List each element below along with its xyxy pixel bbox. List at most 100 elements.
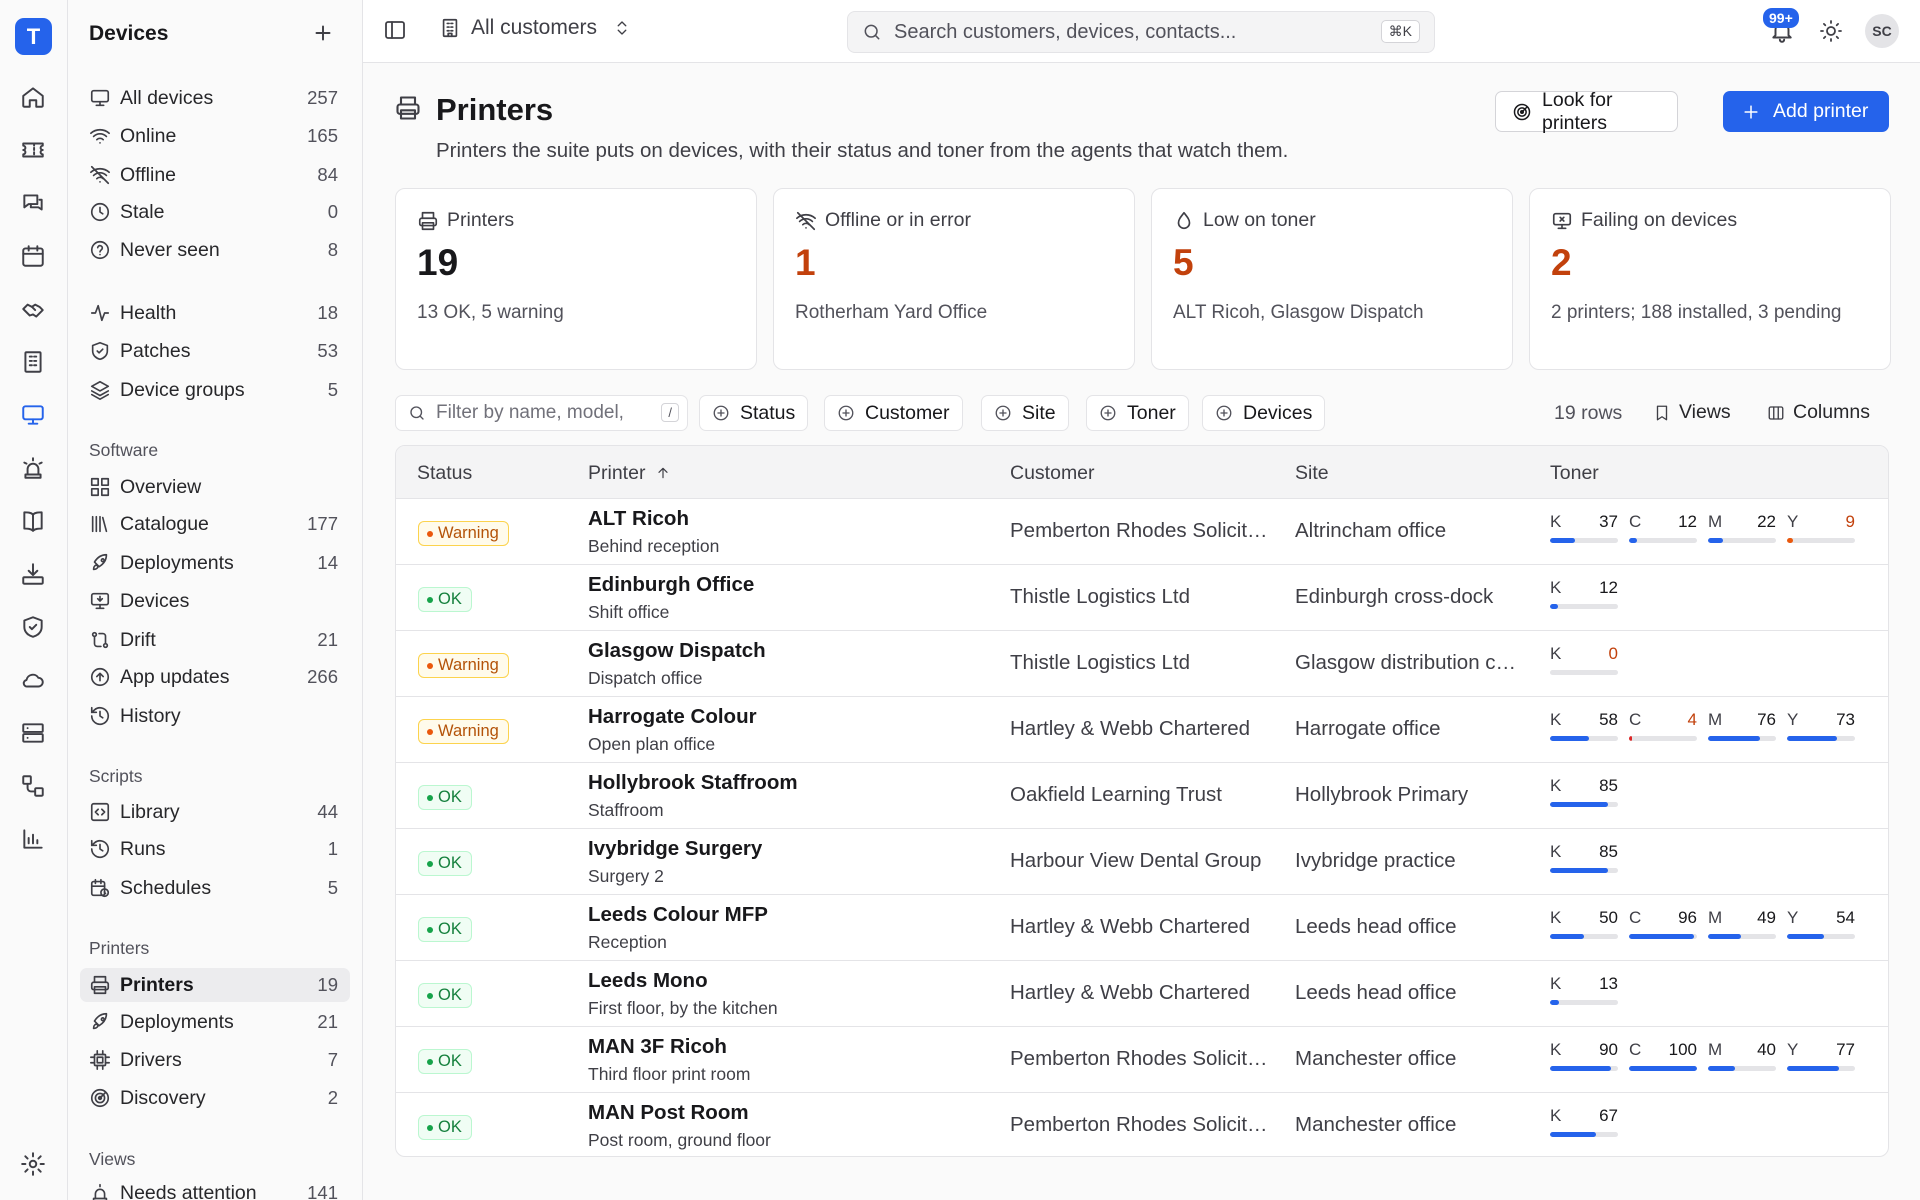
- printer-name[interactable]: Harrogate Colour: [588, 705, 757, 728]
- sidebar-item-drivers[interactable]: Drivers 7: [80, 1043, 350, 1077]
- printer-name[interactable]: Ivybridge Surgery: [588, 837, 763, 860]
- table-row[interactable]: Warning ALT Ricoh Behind reception Pemberto…: [396, 499, 1888, 565]
- look-for-printers-button[interactable]: Look for printers: [1495, 89, 1678, 134]
- sidebar-item-catalogue[interactable]: Catalogue 177: [80, 507, 350, 541]
- alarm-icon[interactable]: [19, 454, 47, 482]
- toner-level-k: K 50: [1550, 908, 1620, 948]
- sidebar-item-history[interactable]: History: [80, 699, 350, 733]
- printer-name[interactable]: Leeds Mono: [588, 969, 708, 992]
- filter-chip-toner[interactable]: Toner: [1086, 395, 1189, 431]
- stat-card-low-on-toner[interactable]: Low on toner 5 ALT Ricoh, Glasgow Dispatch: [1151, 188, 1513, 370]
- sidebar-item-never-seen[interactable]: Never seen 8: [80, 233, 350, 267]
- plus-circle-icon: [1215, 404, 1233, 422]
- sidebar-item-health[interactable]: Health 18: [80, 296, 350, 330]
- workflow-icon[interactable]: [19, 772, 47, 800]
- add-printer-button[interactable]: Add printer: [1723, 91, 1889, 132]
- shield-icon[interactable]: [19, 613, 47, 641]
- add-printer-label: Add printer: [1773, 100, 1869, 122]
- filter-chip-customer[interactable]: Customer: [824, 395, 963, 431]
- toner-channel: M: [1708, 908, 1723, 927]
- sidebar-item-library[interactable]: Library 44: [80, 795, 350, 829]
- sidebar-item-device-groups[interactable]: Device groups 5: [80, 373, 350, 407]
- sidebar-item-drift[interactable]: Drift 21: [80, 623, 350, 657]
- table-row[interactable]: OK Ivybridge Surgery Surgery 2 Harbour View…: [396, 829, 1888, 895]
- building-icon[interactable]: [19, 348, 47, 376]
- global-search-input[interactable]: Search customers, devices, contacts... ⌘…: [847, 11, 1435, 53]
- table-row[interactable]: OK MAN 3F Ricoh Third floor print room Pemb…: [396, 1027, 1888, 1093]
- printer-name[interactable]: Edinburgh Office: [588, 573, 755, 596]
- printer-name[interactable]: MAN Post Room: [588, 1101, 749, 1124]
- sidebar-item-deployments[interactable]: Deployments 21: [80, 1005, 350, 1039]
- filter-chip-devices[interactable]: Devices: [1202, 395, 1326, 431]
- stat-card-offline-or-in-error[interactable]: Offline or in error 1 Rotherham Yard Offic…: [773, 188, 1135, 370]
- chat-icon[interactable]: [19, 189, 47, 217]
- customer-name: Oakfield Learning Trust: [1010, 783, 1222, 806]
- calendar-icon[interactable]: [19, 242, 47, 270]
- table-row[interactable]: OK Leeds Mono First floor, by the kitchen H…: [396, 961, 1888, 1027]
- sidebar-item-label: Devices: [120, 589, 190, 612]
- sidebar-item-deployments[interactable]: Deployments 14: [80, 546, 350, 580]
- printer-icon: [394, 94, 422, 122]
- table-row[interactable]: Warning Harrogate Colour Open plan office H…: [396, 697, 1888, 763]
- bar-chart-icon[interactable]: [19, 825, 47, 853]
- cloud-icon[interactable]: [19, 666, 47, 694]
- table-row[interactable]: OK Leeds Colour MFP Reception Hartley & Web…: [396, 895, 1888, 961]
- column-header-printer[interactable]: Printer: [588, 462, 671, 485]
- filter-chip-label: Status: [740, 401, 796, 424]
- sidebar-item-all-devices[interactable]: All devices 257: [80, 81, 350, 115]
- toner-bar-fill: [1550, 1066, 1612, 1071]
- monitor-icon[interactable]: [19, 401, 47, 429]
- stat-card-failing-on-devices[interactable]: Failing on devices 2 2 printers; 188 insta…: [1529, 188, 1891, 370]
- sidebar-item-stale[interactable]: Stale 0: [80, 195, 350, 229]
- sidebar-item-patches[interactable]: Patches 53: [80, 334, 350, 368]
- printer-name[interactable]: Hollybrook Staffroom: [588, 771, 798, 794]
- settings-icon[interactable]: [19, 1150, 47, 1178]
- printer-icon: [417, 210, 439, 232]
- table-row[interactable]: OK Hollybrook Staffroom Staffroom Oakfield …: [396, 763, 1888, 829]
- toner-channel: Y: [1787, 908, 1799, 927]
- printer-name[interactable]: ALT Ricoh: [588, 507, 689, 530]
- sidebar-item-needs-attention[interactable]: Needs attention 141: [80, 1176, 350, 1200]
- sidebar-item-discovery[interactable]: Discovery 2: [80, 1081, 350, 1115]
- stat-card-printers[interactable]: Printers 19 13 OK, 5 warning: [395, 188, 757, 370]
- sidebar-item-app-updates[interactable]: App updates 266: [80, 660, 350, 694]
- theme-toggle-sun-icon[interactable]: [1819, 19, 1843, 43]
- download-icon[interactable]: [19, 560, 47, 588]
- book-icon[interactable]: [19, 507, 47, 535]
- printer-name[interactable]: Leeds Colour MFP: [588, 903, 768, 926]
- columns-button[interactable]: Columns: [1767, 401, 1870, 424]
- app-logo[interactable]: T: [15, 18, 52, 55]
- table-row[interactable]: OK MAN Post Room Post room, ground floor Pe…: [396, 1093, 1888, 1156]
- user-avatar[interactable]: SC: [1865, 14, 1899, 48]
- sidebar-item-online[interactable]: Online 165: [80, 119, 350, 153]
- printer-name[interactable]: MAN 3F Ricoh: [588, 1035, 727, 1058]
- sidebar-toggle-icon[interactable]: [383, 18, 407, 42]
- sidebar-item-schedules[interactable]: Schedules 5: [80, 871, 350, 905]
- toner-bar: [1550, 538, 1618, 543]
- sidebar-item-printers[interactable]: Printers 19: [80, 968, 350, 1002]
- sidebar-item-offline[interactable]: Offline 84: [80, 158, 350, 192]
- column-header-customer[interactable]: Customer: [1010, 462, 1095, 484]
- toner-value: 37: [1599, 512, 1618, 531]
- printer-name[interactable]: Glasgow Dispatch: [588, 639, 766, 662]
- handshake-icon[interactable]: [19, 295, 47, 323]
- table-row[interactable]: Warning Glasgow Dispatch Dispatch office Th…: [396, 631, 1888, 697]
- table-filter-input[interactable]: Filter by name, model, /: [395, 395, 688, 431]
- column-header-toner[interactable]: Toner: [1550, 462, 1599, 484]
- sidebar-item-runs[interactable]: Runs 1: [80, 832, 350, 866]
- views-button[interactable]: Views: [1653, 401, 1731, 424]
- toner-bar-fill: [1629, 934, 1695, 939]
- status-label: OK: [438, 1118, 462, 1136]
- ticket-icon[interactable]: [19, 136, 47, 164]
- filter-chip-site[interactable]: Site: [981, 395, 1069, 431]
- filter-chip-status[interactable]: Status: [699, 395, 809, 431]
- table-row[interactable]: OK Edinburgh Office Shift office Thistle Lo…: [396, 565, 1888, 631]
- add-icon[interactable]: [310, 20, 336, 46]
- column-header-site[interactable]: Site: [1295, 462, 1329, 484]
- column-header-status[interactable]: Status: [417, 462, 473, 484]
- sidebar-item-devices[interactable]: Devices: [80, 584, 350, 618]
- server-icon[interactable]: [19, 719, 47, 747]
- sidebar-item-overview[interactable]: Overview: [80, 470, 350, 504]
- home-icon[interactable]: [19, 83, 47, 111]
- customer-scope-select[interactable]: All customers: [439, 16, 631, 40]
